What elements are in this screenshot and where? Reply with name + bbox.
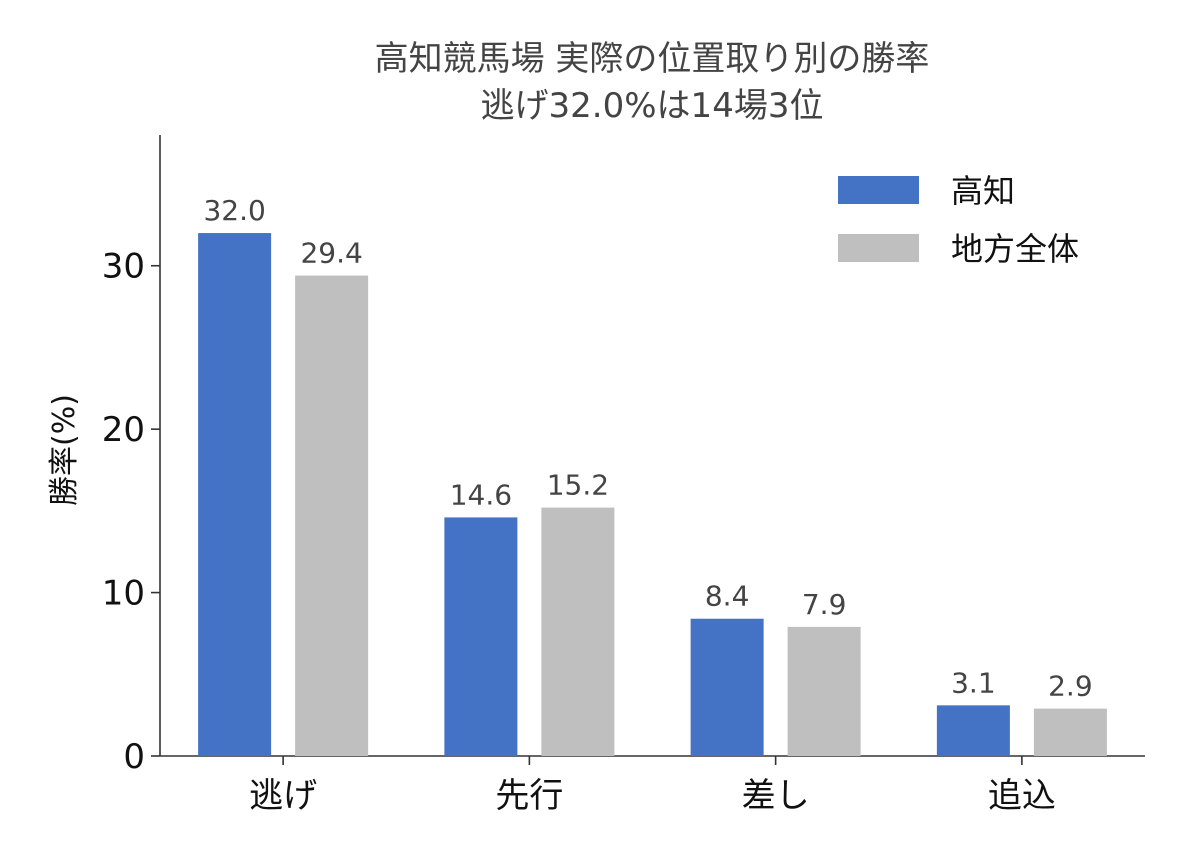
legend-swatch	[838, 234, 919, 262]
bar	[1033, 708, 1107, 756]
chart-subtitle: 逃げ32.0%は14場3位	[481, 86, 824, 126]
legend-swatch	[838, 176, 919, 204]
legend-label: 地方全体	[951, 230, 1079, 268]
plot-area: 0 10 20 30 32.0 29.4 逃げ 14.6 15.2 先行 8.4 7.9 差し 3.1 2.…	[102, 135, 1145, 816]
bar	[690, 618, 764, 756]
bar	[198, 233, 272, 757]
y-tick-label: 10	[102, 574, 145, 614]
legend-label: 高知	[951, 172, 1015, 210]
data-label: 2.9	[1048, 670, 1093, 703]
x-tick-label: 差し	[742, 776, 810, 816]
y-axis-title: 勝率(%)	[47, 394, 82, 506]
bar	[541, 507, 615, 756]
y-tick-label: 30	[102, 247, 145, 287]
bar	[295, 275, 369, 756]
data-label: 7.9	[802, 588, 847, 621]
x-tick-label: 追込	[988, 776, 1056, 816]
data-label: 14.6	[450, 478, 512, 511]
y-tick-label: 20	[102, 410, 145, 450]
bar	[936, 705, 1010, 756]
x-tick-label: 逃げ	[249, 776, 317, 816]
y-tick-label: 0	[123, 737, 145, 777]
x-tick-label: 先行	[495, 776, 563, 816]
data-label: 32.0	[203, 194, 265, 227]
data-label: 29.4	[300, 237, 362, 270]
bar	[787, 626, 861, 756]
data-label: 15.2	[547, 469, 609, 502]
data-label: 3.1	[951, 666, 996, 699]
bar	[444, 517, 518, 756]
data-label: 8.4	[705, 580, 750, 613]
chart-title: 高知競馬場 実際の位置取り別の勝率	[375, 39, 930, 79]
